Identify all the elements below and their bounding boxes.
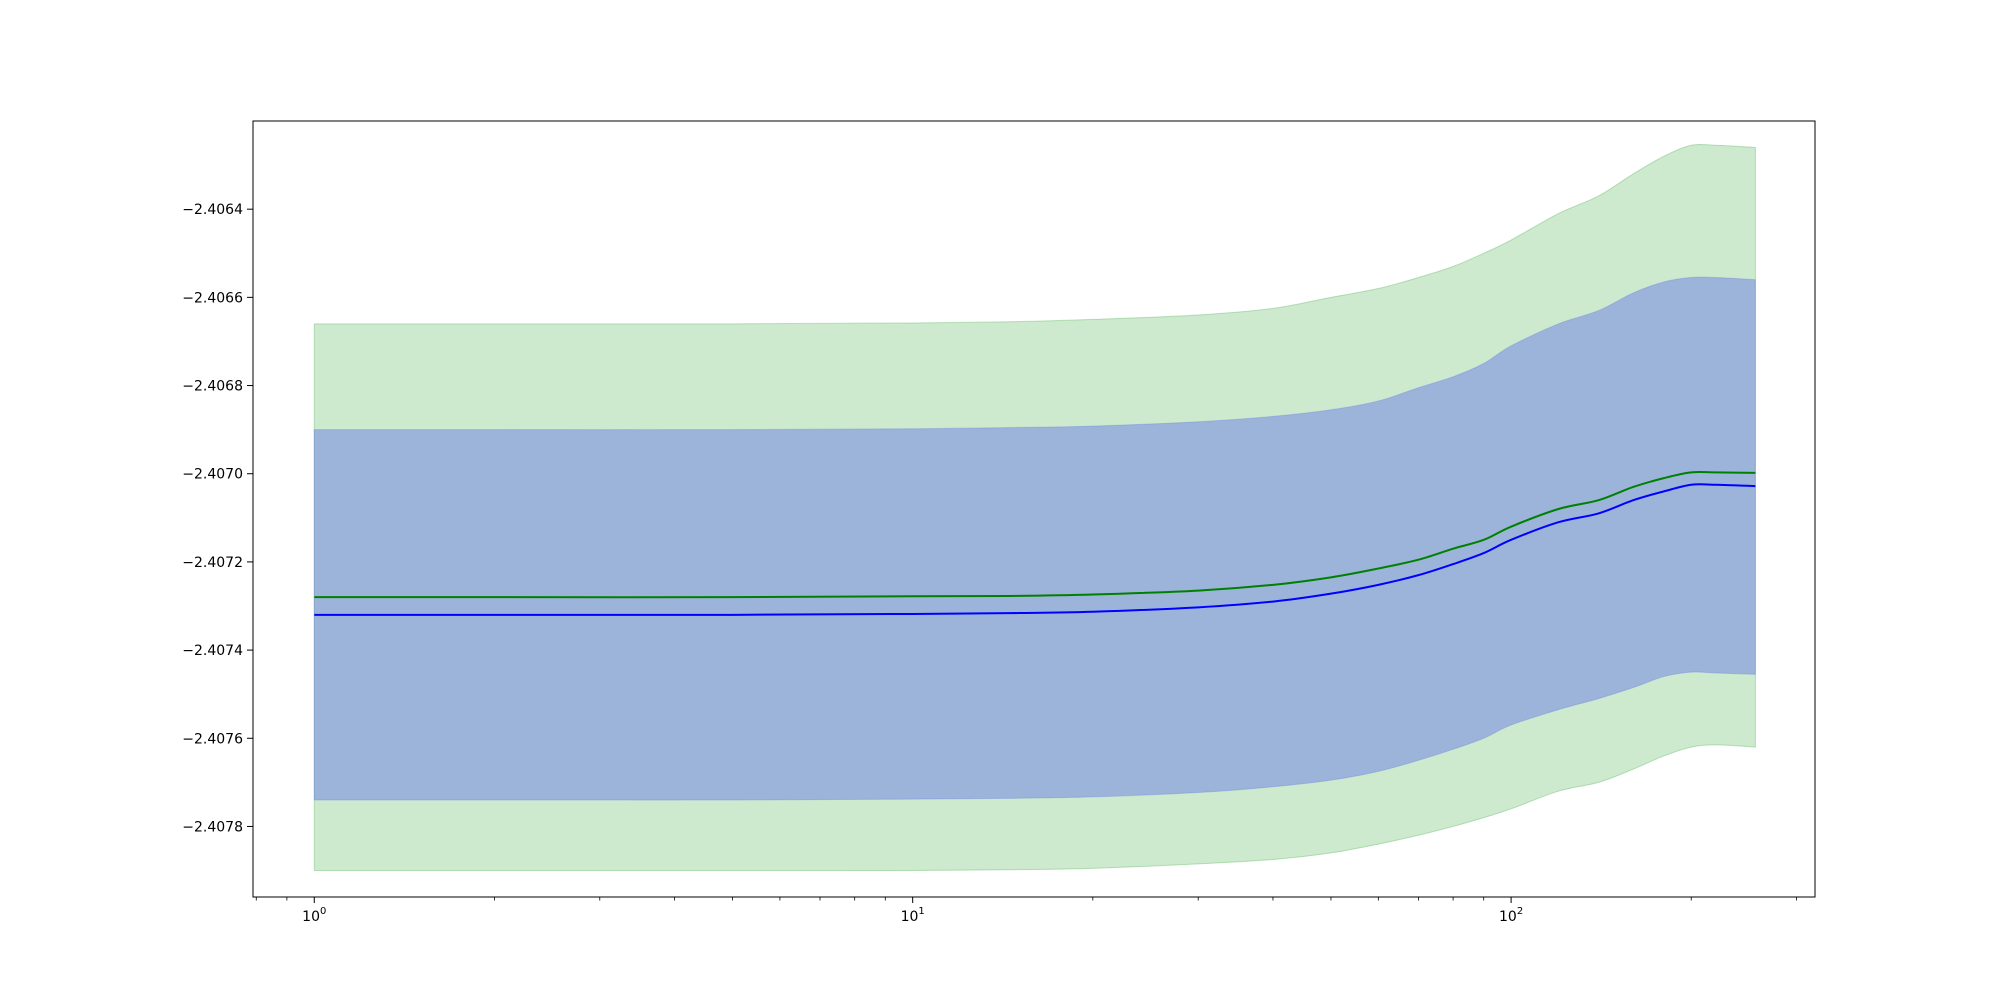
y-tick-label: −2.4066 bbox=[182, 290, 243, 306]
line-series-2 bbox=[314, 483, 1756, 616]
band-series-2 bbox=[313, 276, 1756, 801]
y-tick-label: −2.4076 bbox=[182, 731, 243, 747]
line-series-1 bbox=[314, 470, 1756, 599]
y-tick-label: −2.4070 bbox=[182, 467, 243, 483]
x-tick-label: 100 bbox=[302, 906, 326, 925]
x-tick-label: 101 bbox=[901, 906, 925, 925]
x-axis: 100 101 102 bbox=[255, 897, 1798, 925]
y-tick-label: −2.4074 bbox=[182, 643, 243, 659]
series-lines bbox=[314, 470, 1756, 616]
y-tick-label: −2.4072 bbox=[182, 555, 243, 571]
y-tick-label: −2.4078 bbox=[182, 819, 243, 835]
y-axis: −2.4064 −2.4066 −2.4068 −2.4070 −2.4072 −2.40… bbox=[182, 202, 253, 835]
confidence-bands bbox=[313, 143, 1756, 872]
y-tick-label: −2.4064 bbox=[182, 202, 243, 218]
y-tick-label: −2.4068 bbox=[182, 379, 243, 395]
x-tick-label: 102 bbox=[1499, 906, 1523, 925]
plot-frame bbox=[252, 120, 1816, 898]
